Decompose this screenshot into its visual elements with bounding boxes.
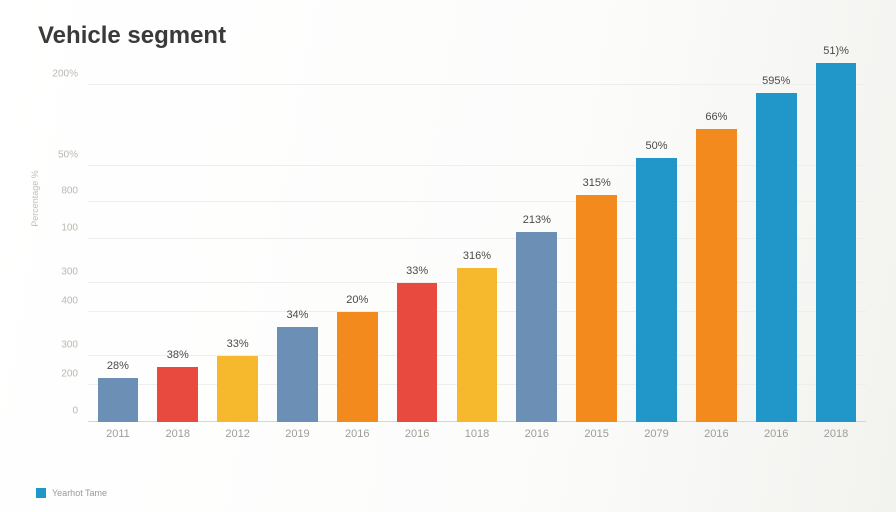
bar: 34% <box>277 327 318 422</box>
x-axis: 2011201820122019201620161018201620152079… <box>88 422 866 454</box>
bar-slot: 51)% <box>806 56 866 422</box>
bar-slot: 33% <box>387 56 447 422</box>
page: Vehicle segment Percentage % 02003001004… <box>0 0 896 512</box>
x-tick: 2012 <box>208 422 268 454</box>
bar-value-label: 315% <box>583 177 611 189</box>
bar-value-label: 33% <box>227 338 249 350</box>
bar-value-label: 316% <box>463 250 491 262</box>
y-tick: 300 <box>36 266 78 277</box>
bar: 20% <box>337 312 378 422</box>
bar: 66% <box>696 129 737 422</box>
bar: 38% <box>157 367 198 422</box>
bar: 213% <box>516 232 557 422</box>
bar: 315% <box>576 195 617 422</box>
x-tick: 2011 <box>88 422 148 454</box>
y-tick: 200% <box>36 69 78 80</box>
bar-value-label: 51)% <box>823 45 849 57</box>
bar-value-label: 50% <box>646 140 668 152</box>
bar-slot: 595% <box>746 56 806 422</box>
x-tick: 2016 <box>746 422 806 454</box>
bar: 28% <box>98 378 139 422</box>
bar-slot: 50% <box>627 56 687 422</box>
x-tick: 2016 <box>507 422 567 454</box>
bar: 33% <box>217 356 258 422</box>
bar-slot: 213% <box>507 56 567 422</box>
x-tick: 2015 <box>567 422 627 454</box>
bar-slot: 20% <box>327 56 387 422</box>
y-tick: 100 <box>36 223 78 234</box>
bar: 50% <box>636 158 677 422</box>
bar-value-label: 34% <box>286 309 308 321</box>
y-tick: 50% <box>36 149 78 160</box>
y-tick: 200 <box>36 369 78 380</box>
bar: 595% <box>756 93 797 422</box>
bar: 33% <box>397 283 438 422</box>
bars-container: 28% 38% 33% 34% 20% 33% 316% 213% 315% 50% 66% 595%… <box>88 56 866 422</box>
bar-value-label: 28% <box>107 360 129 372</box>
y-tick: 800 <box>36 186 78 197</box>
legend-swatch <box>36 488 46 498</box>
x-tick: 2016 <box>327 422 387 454</box>
y-tick: 300 <box>36 340 78 351</box>
bar-slot: 38% <box>148 56 208 422</box>
bar-slot: 28% <box>88 56 148 422</box>
x-tick: 2018 <box>806 422 866 454</box>
bar: 51)% <box>816 63 857 422</box>
bar-value-label: 595% <box>762 75 790 87</box>
bar-slot: 66% <box>686 56 746 422</box>
bar-chart: Percentage % 020030010040030080050%200% … <box>36 56 866 454</box>
x-tick: 1018 <box>447 422 507 454</box>
bar-slot: 315% <box>567 56 627 422</box>
x-tick: 2018 <box>148 422 208 454</box>
x-tick: 2019 <box>268 422 328 454</box>
legend-label: Yearhot Tame <box>52 488 107 498</box>
y-tick: 400 <box>36 296 78 307</box>
bar: 316% <box>457 268 498 422</box>
x-tick: 2016 <box>387 422 447 454</box>
y-axis: 0 200 300 100 400 300 800 50% 200% <box>36 56 84 422</box>
y-tick: 0 <box>36 406 78 417</box>
bar-slot: 33% <box>208 56 268 422</box>
page-title: Vehicle segment <box>38 22 866 50</box>
bar-value-label: 33% <box>406 265 428 277</box>
bar-value-label: 38% <box>167 349 189 361</box>
bar-value-label: 213% <box>523 214 551 226</box>
bar-value-label: 66% <box>705 111 727 123</box>
legend: Yearhot Tame <box>36 488 107 498</box>
bar-slot: 316% <box>447 56 507 422</box>
bar-value-label: 20% <box>346 294 368 306</box>
x-tick: 2079 <box>627 422 687 454</box>
bar-slot: 34% <box>268 56 328 422</box>
x-tick: 2016 <box>686 422 746 454</box>
